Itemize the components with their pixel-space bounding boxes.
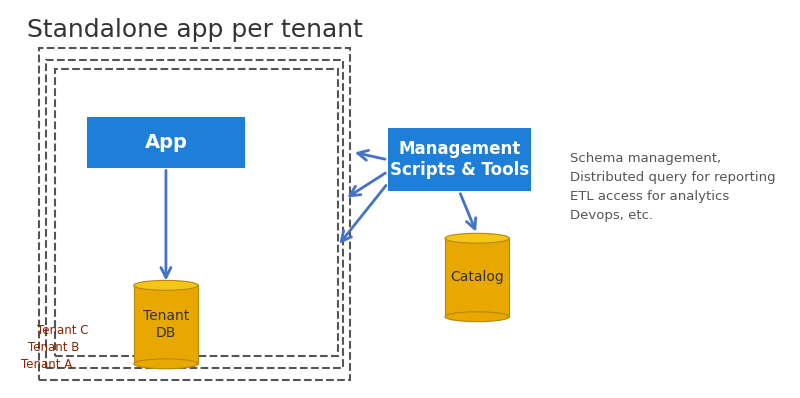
Text: Management
Scripts & Tools: Management Scripts & Tools (390, 140, 529, 179)
FancyBboxPatch shape (134, 285, 198, 364)
Text: Tenant
DB: Tenant DB (143, 310, 189, 339)
Text: Schema management,
Distributed query for reporting
ETL access for analytics
Devo: Schema management, Distributed query for… (570, 152, 776, 222)
FancyBboxPatch shape (388, 129, 530, 191)
Ellipse shape (445, 312, 510, 322)
Text: Catalog: Catalog (450, 271, 504, 285)
Text: Tenant B: Tenant B (28, 341, 79, 354)
Text: Standalone app per tenant: Standalone app per tenant (26, 18, 362, 43)
Text: Tenant C: Tenant C (37, 324, 89, 337)
Ellipse shape (134, 359, 198, 369)
Text: Tenant A: Tenant A (21, 358, 72, 371)
Text: App: App (145, 133, 187, 152)
Ellipse shape (134, 281, 198, 290)
Ellipse shape (445, 233, 510, 243)
FancyBboxPatch shape (445, 238, 510, 317)
FancyBboxPatch shape (87, 117, 245, 168)
